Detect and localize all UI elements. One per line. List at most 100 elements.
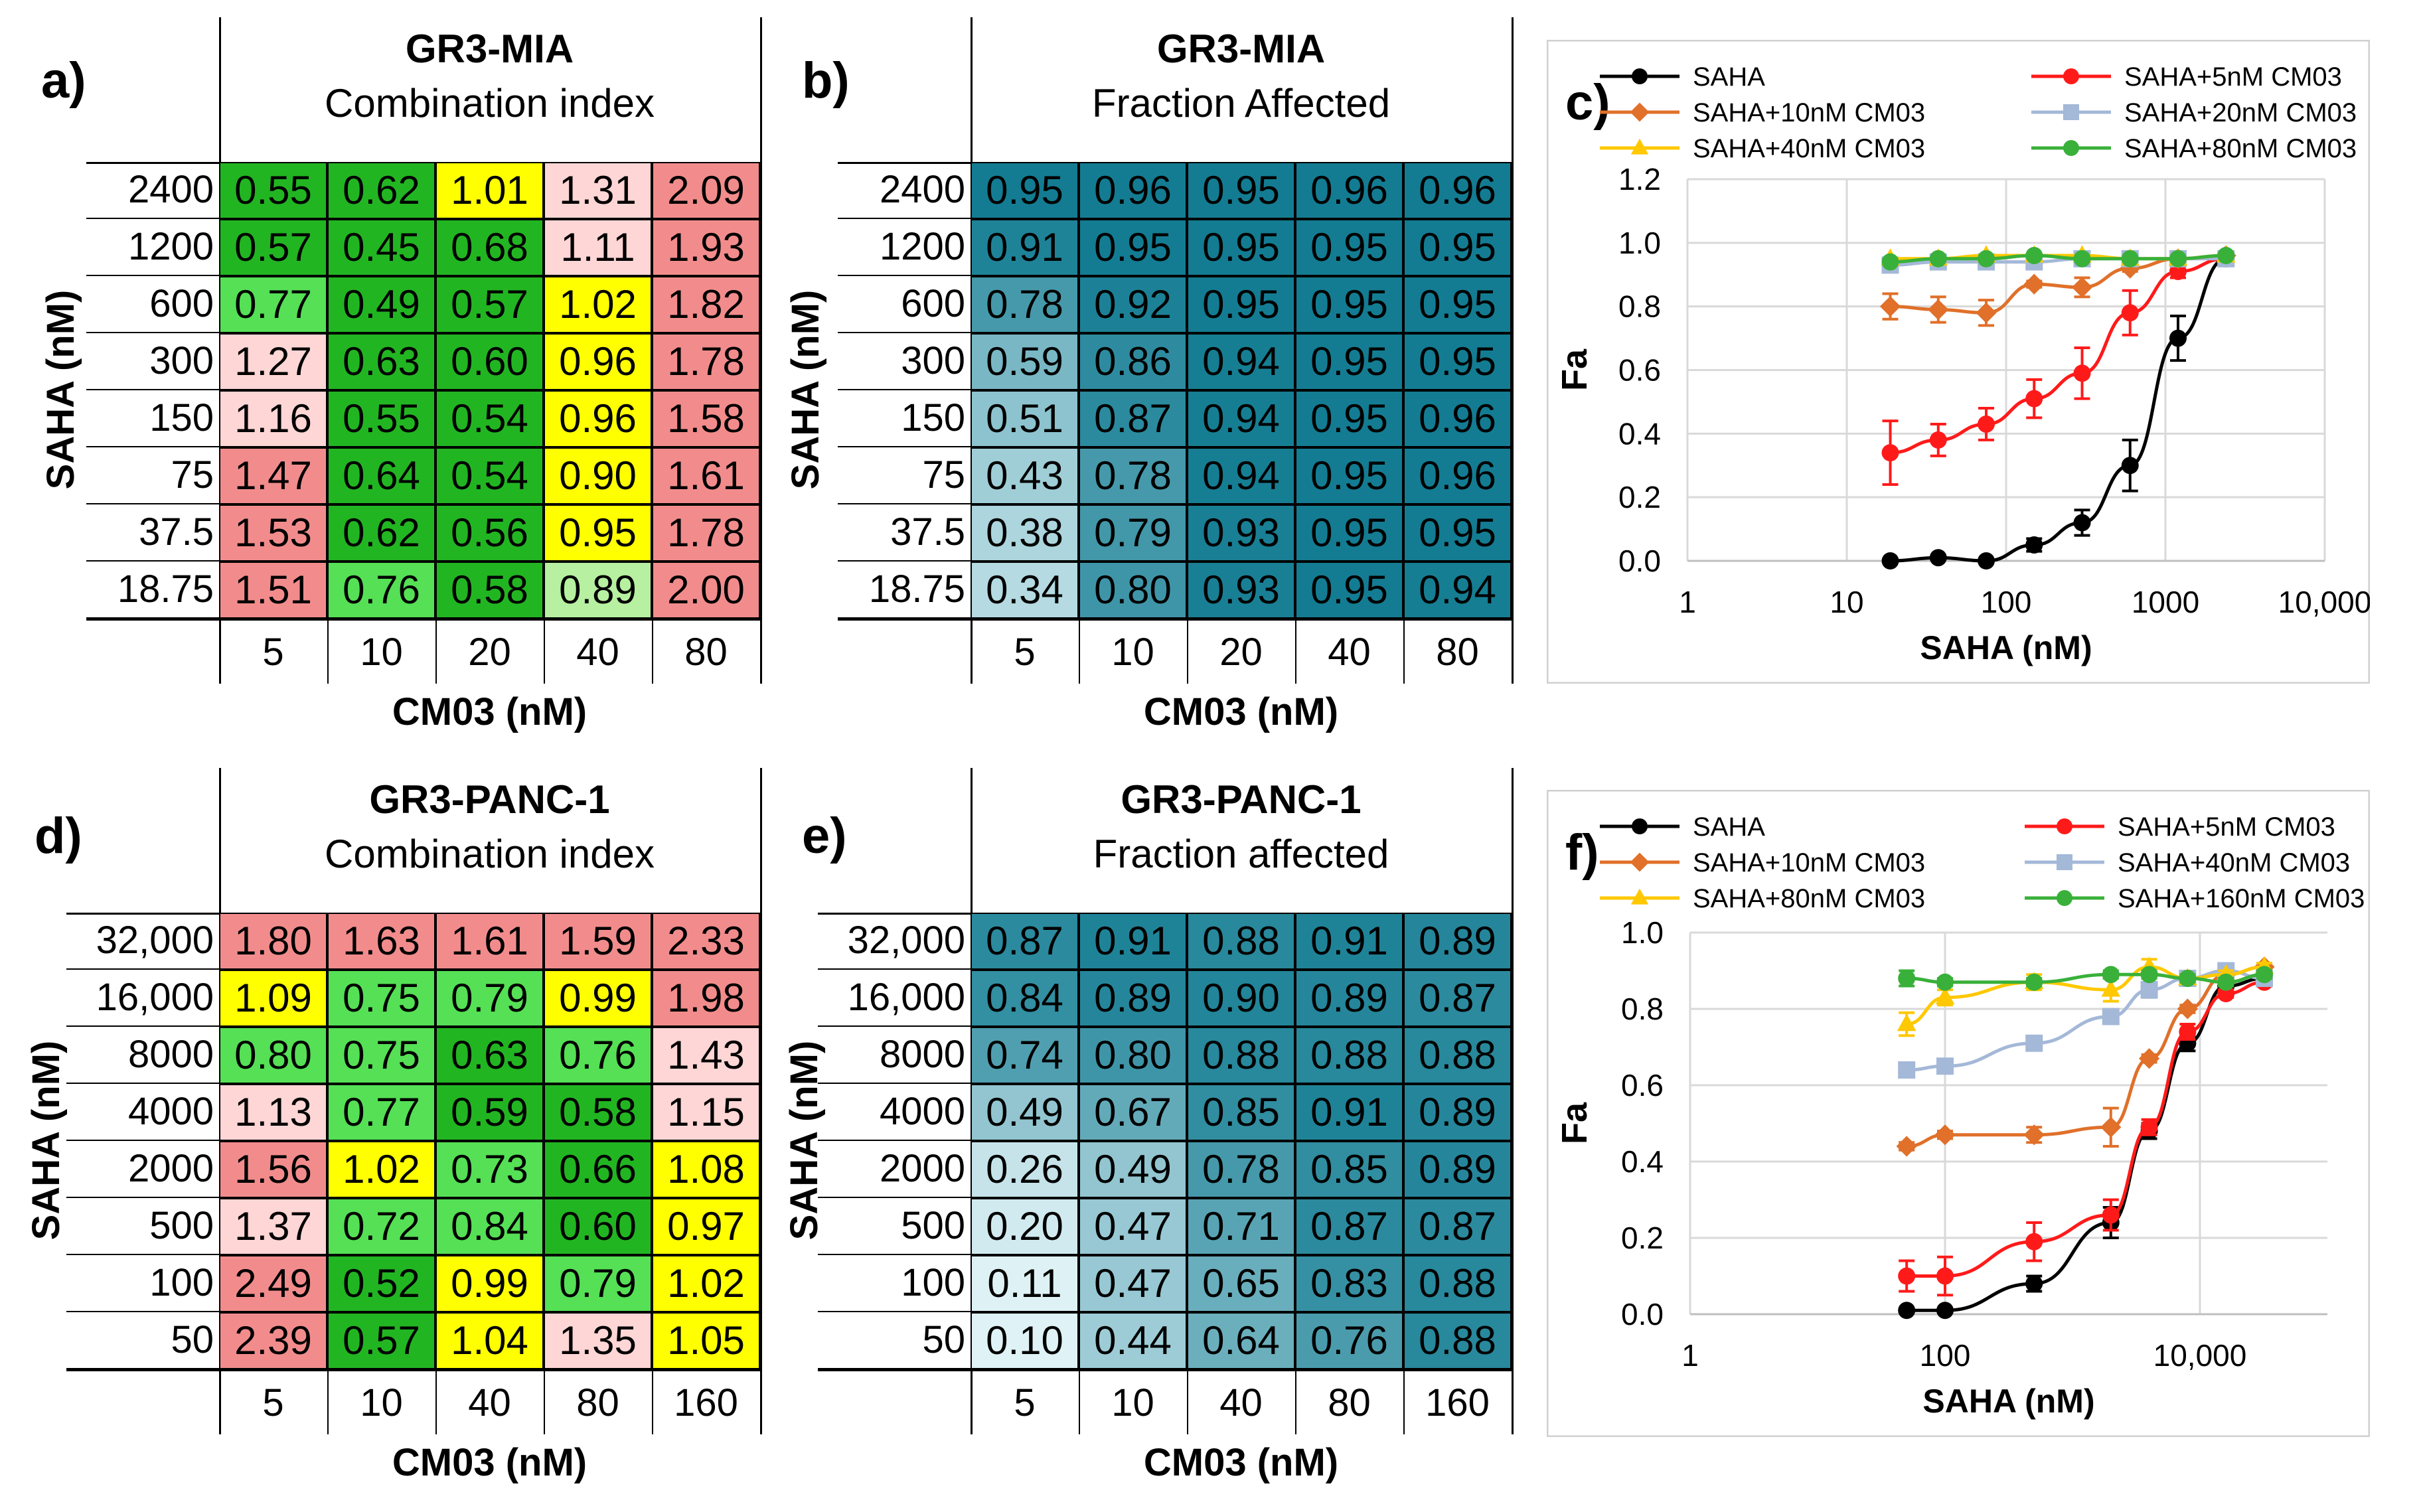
data-point bbox=[1936, 1057, 1954, 1075]
heatmap-cell: 0.87 bbox=[1079, 390, 1187, 447]
row-tick-label: 4000 bbox=[66, 1084, 219, 1141]
legend-label: SAHA bbox=[1693, 812, 1765, 842]
y-axis-label: SAHA (nM) bbox=[784, 289, 827, 490]
heatmap-cell: 0.96 bbox=[544, 333, 652, 390]
heatmap-cell: 0.66 bbox=[544, 1141, 652, 1198]
row-tick-label: 2000 bbox=[818, 1141, 971, 1198]
data-point bbox=[1898, 1302, 1916, 1320]
row-tick-label: 1200 bbox=[838, 219, 971, 276]
col-divider bbox=[1079, 619, 1080, 684]
heatmap-cell: 0.85 bbox=[1187, 1084, 1295, 1141]
heatmap-cell: 0.97 bbox=[652, 1198, 760, 1255]
legend-label: SAHA+10nM CM03 bbox=[1693, 848, 1925, 877]
data-point bbox=[1632, 68, 1648, 84]
col-divider bbox=[1187, 619, 1188, 684]
col-divider bbox=[1295, 1369, 1296, 1434]
x-tick-label: 10,000 bbox=[2153, 1338, 2247, 1373]
grid-frame-line bbox=[1512, 17, 1514, 684]
row-tick-label: 18.75 bbox=[838, 562, 971, 619]
heatmap-cell: 2.09 bbox=[652, 162, 760, 219]
heatmap-cell: 0.79 bbox=[544, 1255, 652, 1312]
heatmap-cell: 0.62 bbox=[327, 504, 435, 562]
data-point bbox=[2179, 970, 2197, 987]
heatmap-cell: 0.88 bbox=[1403, 1255, 1512, 1312]
heatmap-cell: 0.95 bbox=[1403, 333, 1512, 390]
heatmap-cell: 0.88 bbox=[1187, 913, 1295, 970]
heatmap-cell: 1.98 bbox=[652, 970, 760, 1027]
heatmap-cell: 0.76 bbox=[1295, 1312, 1403, 1369]
heatmap-cell: 1.93 bbox=[652, 219, 760, 276]
col-divider bbox=[1403, 1369, 1405, 1434]
data-point bbox=[2063, 140, 2079, 156]
row-tick-label: 32,000 bbox=[66, 913, 219, 970]
heatmap-cell: 0.79 bbox=[1079, 504, 1187, 562]
data-point bbox=[1978, 250, 1995, 267]
x-axis-label: CM03 (nM) bbox=[1143, 690, 1339, 733]
legend-entry: SAHA+80nM CM03 bbox=[1600, 884, 1925, 913]
heatmap-cell: 0.94 bbox=[1187, 333, 1295, 390]
col-tick-label: 20 bbox=[468, 631, 511, 674]
heatmap-cell: 0.95 bbox=[1187, 276, 1295, 333]
x-tick-label: 1000 bbox=[2132, 585, 2199, 619]
x-tick-label: 100 bbox=[1981, 585, 2032, 619]
col-tick-label: 5 bbox=[1014, 631, 1036, 674]
heatmap-cell: 2.00 bbox=[652, 562, 760, 619]
heatmap-cell: 0.88 bbox=[1403, 1027, 1512, 1084]
heatmap-cell: 1.53 bbox=[219, 504, 327, 562]
y-axis-label: SAHA (nM) bbox=[783, 1040, 826, 1241]
heatmap-cell: 0.52 bbox=[327, 1255, 435, 1312]
y-tick-label: 0.6 bbox=[1618, 353, 1661, 388]
col-tick-label: 80 bbox=[1436, 631, 1479, 674]
heatmap-cell: 1.31 bbox=[544, 162, 652, 219]
heatmap-cell: 0.94 bbox=[1187, 390, 1295, 447]
heatmap-cell: 0.89 bbox=[1403, 1084, 1512, 1141]
heatmap-cell: 0.62 bbox=[327, 162, 435, 219]
col-tick-label: 5 bbox=[262, 631, 284, 674]
grid-frame-line bbox=[760, 17, 762, 684]
x-tick-label: 1 bbox=[1681, 1338, 1699, 1373]
col-tick-label: 40 bbox=[468, 1381, 511, 1424]
data-point bbox=[1976, 302, 1997, 323]
heatmap-cell: 0.55 bbox=[219, 162, 327, 219]
legend-label: SAHA+40nM CM03 bbox=[2118, 848, 2350, 877]
row-tick-label: 18.75 bbox=[86, 562, 219, 619]
x-axis-label: CM03 (nM) bbox=[392, 1441, 587, 1484]
data-point bbox=[1881, 444, 1899, 462]
data-point bbox=[1898, 1267, 1916, 1285]
legend-label: SAHA+20nM CM03 bbox=[2124, 98, 2357, 127]
heatmap-cell: 0.89 bbox=[1295, 970, 1403, 1027]
series-saha-5nm-cm03 bbox=[1881, 250, 2235, 486]
heatmap-cell: 1.78 bbox=[652, 333, 760, 390]
data-point bbox=[2071, 277, 2093, 298]
heatmap-title: GR3-PANC-1 bbox=[369, 777, 610, 822]
heatmap-cell: 0.75 bbox=[327, 1027, 435, 1084]
heatmap-cell: 0.79 bbox=[435, 970, 544, 1027]
heatmap-cell: 0.96 bbox=[544, 390, 652, 447]
data-point bbox=[1928, 299, 1949, 321]
heatmap-cell: 0.49 bbox=[971, 1084, 1079, 1141]
data-point bbox=[2073, 364, 2091, 382]
heatmap-cell: 0.64 bbox=[327, 447, 435, 504]
legend-label: SAHA+10nM CM03 bbox=[1693, 98, 1925, 127]
heatmap-cell: 0.91 bbox=[1079, 913, 1187, 970]
heatmap-cell: 0.87 bbox=[1403, 1198, 1512, 1255]
heatmap-cell: 0.96 bbox=[1403, 390, 1512, 447]
heatmap-cell: 0.95 bbox=[1295, 219, 1403, 276]
col-tick-label: 10 bbox=[360, 1381, 403, 1424]
row-tick-label: 150 bbox=[838, 390, 971, 447]
heatmap-cell: 2.39 bbox=[219, 1312, 327, 1369]
data-point bbox=[2025, 973, 2043, 991]
heatmap-cell: 0.26 bbox=[971, 1141, 1079, 1198]
heatmap-subtitle: Fraction affected bbox=[1093, 832, 1389, 876]
heatmap-cell: 0.38 bbox=[971, 504, 1079, 562]
legend-entry: SAHA+160nM CM03 bbox=[2025, 884, 2365, 913]
legend-entry: SAHA+20nM CM03 bbox=[2031, 98, 2357, 127]
heatmap-cell: 1.15 bbox=[652, 1084, 760, 1141]
legend-label: SAHA+80nM CM03 bbox=[1693, 884, 1925, 913]
data-point bbox=[1936, 1267, 1954, 1285]
heatmap-cell: 1.11 bbox=[544, 219, 652, 276]
data-point bbox=[2255, 966, 2273, 984]
data-point bbox=[2121, 457, 2139, 475]
data-point bbox=[2140, 981, 2158, 999]
col-tick-label: 80 bbox=[1328, 1381, 1371, 1424]
